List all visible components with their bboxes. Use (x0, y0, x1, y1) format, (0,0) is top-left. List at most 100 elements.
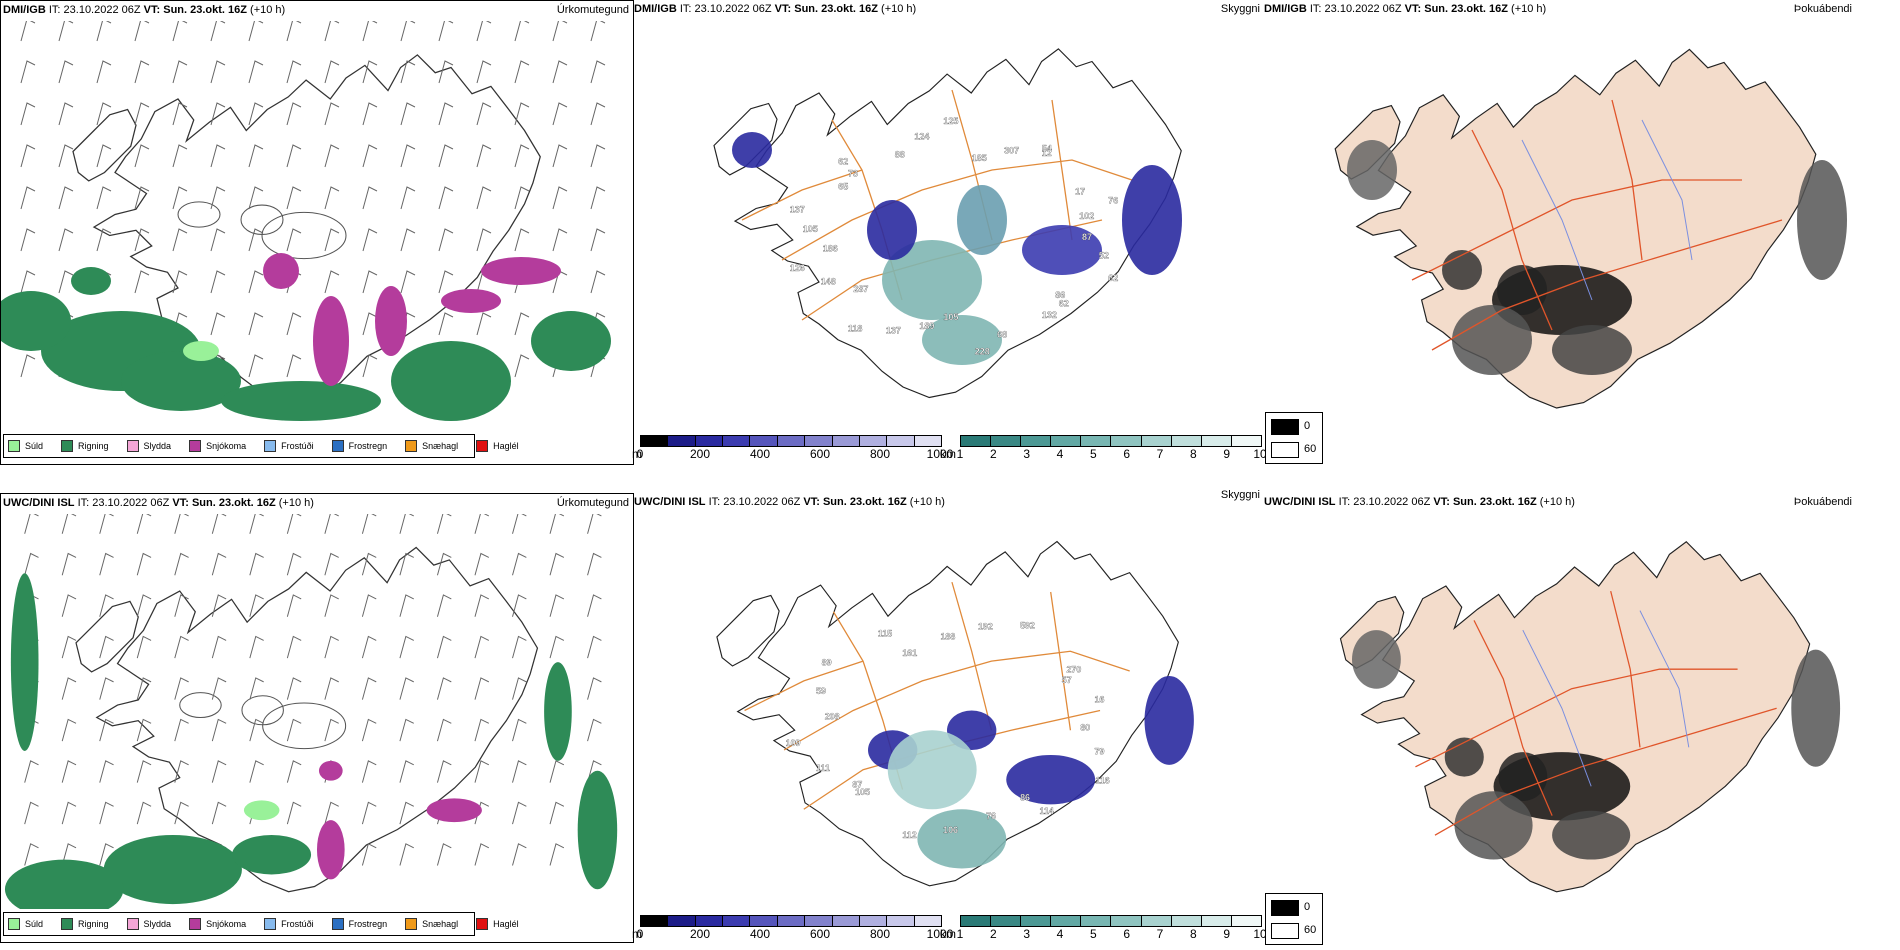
wind-barb-icon (361, 635, 377, 659)
wind-barb-icon (324, 635, 339, 659)
wind-barb-icon (474, 552, 490, 576)
wind-barb-icon (512, 635, 527, 659)
wind-barb-icon (324, 186, 340, 210)
wind-barb-icon (134, 21, 150, 42)
wind-barb-icon (361, 801, 377, 825)
wind-barb-icon (590, 60, 606, 84)
river (1641, 119, 1693, 261)
visibility-value-label: 185 (972, 153, 987, 163)
snow-area (316, 820, 345, 880)
wind-barb-icon (474, 677, 490, 700)
wind-barb-icon (514, 354, 530, 378)
height-colorbar (640, 435, 942, 447)
glacier-outline (241, 695, 284, 726)
legend-swatch (476, 440, 489, 452)
snow-area (313, 296, 349, 386)
colorbar-bin (668, 916, 696, 926)
wind-barb-icon (361, 760, 377, 783)
wind-barb-icon (24, 514, 39, 534)
glacier-outline (262, 702, 347, 750)
visibility-ticks: 1 2 3 4 5 6 7 8 9 10 (957, 447, 1267, 461)
wind-barb-icon (286, 312, 302, 336)
coastline (95, 546, 539, 893)
wind-barb-icon (96, 21, 112, 42)
wind-barb-icon (549, 594, 565, 617)
colorbar-bin (961, 916, 992, 926)
colorbar-bin (832, 436, 860, 446)
wind-barb-icon (134, 228, 150, 252)
visibility-value-label: 208 (825, 711, 840, 721)
colorbar-tick: 7 (1156, 447, 1164, 461)
low-visibility-area (1144, 675, 1194, 765)
wind-barb-icon (400, 144, 416, 168)
wind-barb-icon (474, 594, 490, 617)
wind-barb-icon (512, 594, 527, 617)
road (783, 650, 1130, 751)
wind-barb-icon (514, 60, 530, 84)
wind-barb-icon (587, 514, 602, 534)
wind-barb-icon (96, 60, 112, 84)
wind-barb-icon (474, 718, 490, 742)
wind-barb-icon (361, 552, 377, 576)
visibility-value-label: 102 (1079, 211, 1094, 221)
legend-label: Snjókoma (206, 919, 247, 929)
legend-swatch (331, 440, 344, 452)
wind-barb-icon (438, 312, 454, 336)
colorbar-bin (859, 916, 888, 926)
wind-barb-icon (58, 21, 74, 42)
wind-barb-icon (476, 312, 492, 336)
rain-area (103, 834, 242, 905)
wind-barb-icon (476, 21, 492, 42)
wind-barb-icon (58, 60, 74, 84)
colorbar-tick: 10 (1253, 927, 1267, 941)
visibility-value-label: 592 (1020, 621, 1035, 631)
wind-barb-icon (399, 843, 414, 866)
wind-barb-icon (552, 21, 568, 42)
fog-legend: 0 60 (1265, 893, 1323, 945)
legend-label: Slydda (143, 441, 172, 451)
glacier-outline (240, 204, 284, 235)
visibility-value-label: 124 (914, 131, 929, 141)
wind-barb-icon (514, 21, 530, 42)
legend-label: Haglél (493, 441, 519, 451)
wind-barb-icon (61, 801, 77, 825)
wind-barb-icon (61, 514, 77, 534)
wind-barb-icon (324, 514, 339, 534)
visibility-value-label: 62 (1108, 273, 1118, 283)
wind-barb-icon (400, 228, 416, 252)
legend-item: Slydda (126, 918, 172, 930)
low-visibility-area (1006, 754, 1096, 805)
precip-title: Úrkomutegund (556, 497, 629, 509)
wind-barb-icon (362, 354, 378, 378)
wind-barb-icon (362, 186, 378, 210)
wind-barb-icon (211, 514, 227, 534)
wind-barb-icon (286, 102, 302, 126)
snow-area (426, 798, 482, 823)
wind-barb-icon (438, 144, 454, 168)
legend-item: Haglél (476, 918, 519, 930)
visibility-value-label: 88 (895, 149, 905, 159)
colorbar-bin (1141, 916, 1172, 926)
legend-label: Rigning (78, 919, 109, 929)
colorbar-bin (1201, 916, 1232, 926)
colorbar-bin (961, 436, 992, 446)
visibility-value-label: 68 (997, 330, 1007, 340)
legend-item: Snæhagl (405, 440, 458, 452)
wind-barb-icon (248, 102, 264, 126)
legend-label: Frostregn (348, 919, 388, 929)
wind-barb-icon (549, 514, 565, 534)
colorbar-bin (1051, 916, 1082, 926)
colorbar-bin (805, 916, 833, 926)
wind-barb-icon (286, 354, 302, 378)
colorbar-bin (1111, 436, 1142, 446)
colorbar-tick: 3 (1023, 927, 1030, 941)
colorbar-tick: 1000 (926, 927, 954, 941)
wind-barb-icon (248, 312, 264, 336)
legend-label: Slydda (143, 919, 172, 929)
visibility-value-label: 125 (943, 116, 958, 126)
road (951, 581, 993, 731)
colorbar-bin (1081, 916, 1112, 926)
colorbar-tick: 600 (809, 927, 831, 941)
river (1639, 610, 1690, 748)
wind-barb-icon (590, 186, 606, 210)
